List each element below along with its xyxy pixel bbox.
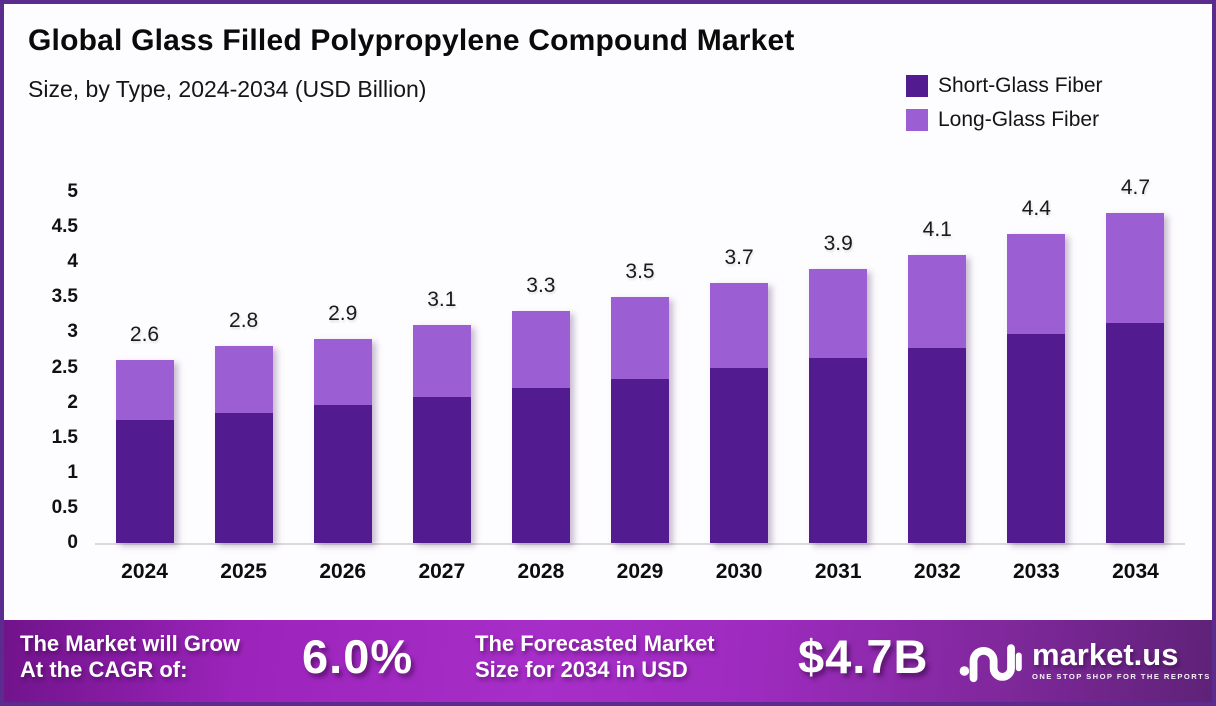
y-axis-tick-label: 1 xyxy=(67,461,78,483)
logo-brand: market.us xyxy=(1032,637,1179,672)
x-axis-label: 2028 xyxy=(517,560,565,583)
bar-value-label: 3.1 xyxy=(427,288,457,312)
bar-segment-short-glass xyxy=(313,405,372,543)
bar-group xyxy=(908,255,967,543)
bar-segment-long-glass xyxy=(611,297,669,379)
forecast-value: $4.7B xyxy=(798,630,929,683)
cagr-label: The Market will Grow At the CAGR of: xyxy=(20,631,240,683)
bar-value-label: 2.9 xyxy=(328,302,358,326)
bar-group xyxy=(511,311,570,543)
bar-group xyxy=(710,283,769,543)
y-axis-tick-label: 0.5 xyxy=(51,496,78,518)
bar-group xyxy=(115,360,174,543)
cagr-value: 6.0% xyxy=(302,630,414,683)
x-axis-label: 2030 xyxy=(715,560,763,583)
y-axis-tick-label: 3 xyxy=(67,321,78,343)
x-axis-label: 2025 xyxy=(220,560,267,583)
marketus-logo: market.us ONE STOP SHOP FOR THE REPORTS xyxy=(958,634,1211,686)
page-title: Global Glass Filled Polypropylene Compou… xyxy=(28,24,795,57)
legend-swatch xyxy=(906,109,928,131)
bar-value-label: 4.4 xyxy=(1021,197,1051,221)
cagr-label-line2: At the CAGR of: xyxy=(20,657,188,682)
bar-segment-long-glass xyxy=(1106,213,1165,323)
bar-value-label: 2.8 xyxy=(229,309,259,333)
bar-group xyxy=(809,269,868,543)
forecast-label-line2: Size for 2034 in USD xyxy=(475,657,688,682)
bar-segment-long-glass xyxy=(313,339,372,406)
bar-value-label: 3.9 xyxy=(823,232,853,256)
y-axis-tick-label: 4 xyxy=(67,251,78,273)
footer-banner: The Market will Grow At the CAGR of: 6.0… xyxy=(0,620,1216,706)
y-axis-tick-label: 3.5 xyxy=(51,286,78,308)
bar-segment-long-glass xyxy=(809,269,868,359)
legend-label: Short-Glass Fiber xyxy=(938,74,1103,97)
x-axis-label: 2033 xyxy=(1013,560,1060,583)
bar-value-label: 3.3 xyxy=(526,274,556,298)
bar-value-label: 3.7 xyxy=(724,246,754,270)
x-axis-label: 2031 xyxy=(814,560,862,583)
y-axis-tick-label: 1.5 xyxy=(51,426,78,448)
bar-segment-short-glass xyxy=(115,420,174,543)
x-axis-label: 2034 xyxy=(1112,560,1159,583)
legend-swatch xyxy=(906,75,928,97)
bar-segment-short-glass xyxy=(908,347,967,543)
bar-group xyxy=(611,297,669,543)
bar-segment-long-glass xyxy=(214,346,273,414)
bar-segment-long-glass xyxy=(412,325,471,397)
bar-segment-long-glass xyxy=(908,255,967,348)
bar-segment-long-glass xyxy=(1007,234,1066,335)
bar-segment-long-glass xyxy=(511,311,570,388)
logo-text: market.us ONE STOP SHOP FOR THE REPORTS xyxy=(1032,637,1211,682)
bar-segment-long-glass xyxy=(115,360,174,421)
x-axis-label: 2026 xyxy=(319,560,367,583)
bar-segment-short-glass xyxy=(412,396,471,543)
bar-segment-short-glass xyxy=(710,368,769,543)
legend-item-long-glass: Long-Glass Fiber xyxy=(906,108,1103,132)
bar-value-label: 2.6 xyxy=(129,323,160,347)
x-axis-label: 2032 xyxy=(913,560,961,583)
bar-value-label: 4.1 xyxy=(922,218,952,242)
y-axis-tick-label: 2 xyxy=(67,391,78,413)
bar-segment-short-glass xyxy=(611,378,669,543)
chart-legend: Short-Glass Fiber Long-Glass Fiber xyxy=(906,74,1103,142)
bar-segment-short-glass xyxy=(1007,334,1066,543)
marketus-logo-icon xyxy=(959,644,1022,683)
y-axis-tick-label: 4.5 xyxy=(51,216,78,238)
x-axis-label: 2027 xyxy=(418,560,466,583)
bar-segment-short-glass xyxy=(214,413,273,543)
y-axis-tick-label: 0 xyxy=(67,532,78,553)
logo-tagline: ONE STOP SHOP FOR THE REPORTS xyxy=(1032,672,1211,681)
y-axis-tick-label: 5 xyxy=(67,181,78,202)
page-subtitle: Size, by Type, 2024-2034 (USD Billion) xyxy=(28,76,427,102)
bar-value-label: 3.5 xyxy=(625,260,655,284)
x-axis-line xyxy=(95,543,1185,545)
x-axis-label: 2024 xyxy=(121,560,168,583)
y-axis-tick-label: 2.5 xyxy=(51,356,78,378)
forecast-label: The Forecasted Market Size for 2034 in U… xyxy=(475,631,715,683)
bar-group xyxy=(1106,213,1165,543)
x-axis-label: 2029 xyxy=(616,560,664,583)
bar-value-label: 4.7 xyxy=(1120,176,1151,200)
bar-segment-short-glass xyxy=(1106,322,1165,543)
legend-item-short-glass: Short-Glass Fiber xyxy=(906,74,1103,98)
bar-group xyxy=(313,339,372,543)
bar-group xyxy=(214,346,273,543)
cagr-label-line1: The Market will Grow xyxy=(20,631,241,656)
forecast-label-line1: The Forecasted Market xyxy=(475,631,715,656)
bar-group xyxy=(412,325,471,543)
bar-segment-long-glass xyxy=(710,283,769,369)
bar-group xyxy=(1007,234,1066,543)
legend-label: Long-Glass Fiber xyxy=(938,108,1100,131)
bar-segment-short-glass xyxy=(809,358,868,543)
bar-segment-short-glass xyxy=(511,387,570,543)
